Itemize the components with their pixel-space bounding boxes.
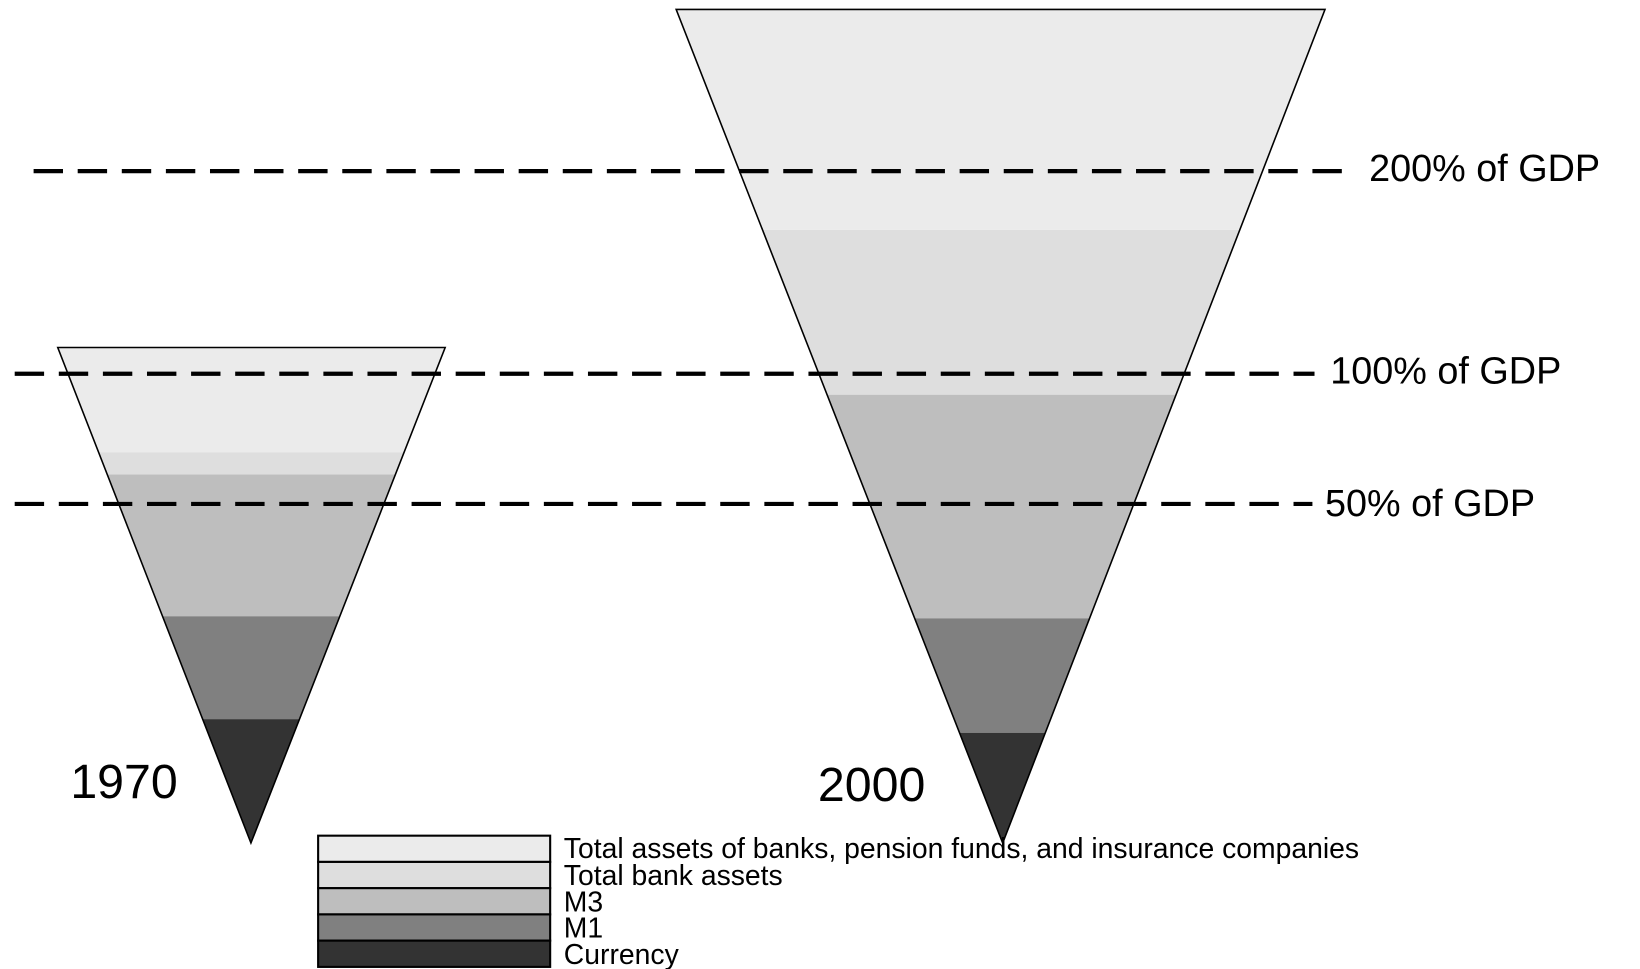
legend-swatch bbox=[317, 887, 552, 916]
funnel-2000 bbox=[676, 9, 1326, 844]
year-label: 1970 bbox=[70, 755, 177, 809]
funnel-outline bbox=[675, 8, 1327, 846]
layer bbox=[57, 616, 446, 720]
legend-label: M3 bbox=[564, 886, 603, 918]
legend-swatch bbox=[317, 913, 552, 942]
layer bbox=[57, 474, 446, 617]
layer bbox=[57, 347, 446, 453]
level-label: 200% of GDP bbox=[1369, 148, 1600, 190]
layer bbox=[57, 452, 446, 475]
layer bbox=[676, 229, 1326, 395]
funnel-outline bbox=[56, 346, 447, 846]
legend-label: Total assets of banks, pension funds, an… bbox=[564, 833, 1359, 865]
layer bbox=[676, 9, 1326, 230]
layer bbox=[676, 618, 1326, 733]
legend-label: M1 bbox=[564, 913, 603, 945]
level-label: 100% of GDP bbox=[1330, 351, 1561, 393]
legend-swatch bbox=[317, 860, 552, 890]
legend bbox=[317, 834, 552, 968]
legend-label: Total bank assets bbox=[564, 860, 783, 892]
legend-swatch bbox=[317, 834, 552, 863]
layer bbox=[676, 394, 1326, 619]
legend-label: Currency bbox=[564, 939, 680, 969]
year-label: 2000 bbox=[818, 758, 925, 812]
level-label: 50% of GDP bbox=[1325, 483, 1535, 525]
legend-swatch bbox=[317, 939, 552, 968]
